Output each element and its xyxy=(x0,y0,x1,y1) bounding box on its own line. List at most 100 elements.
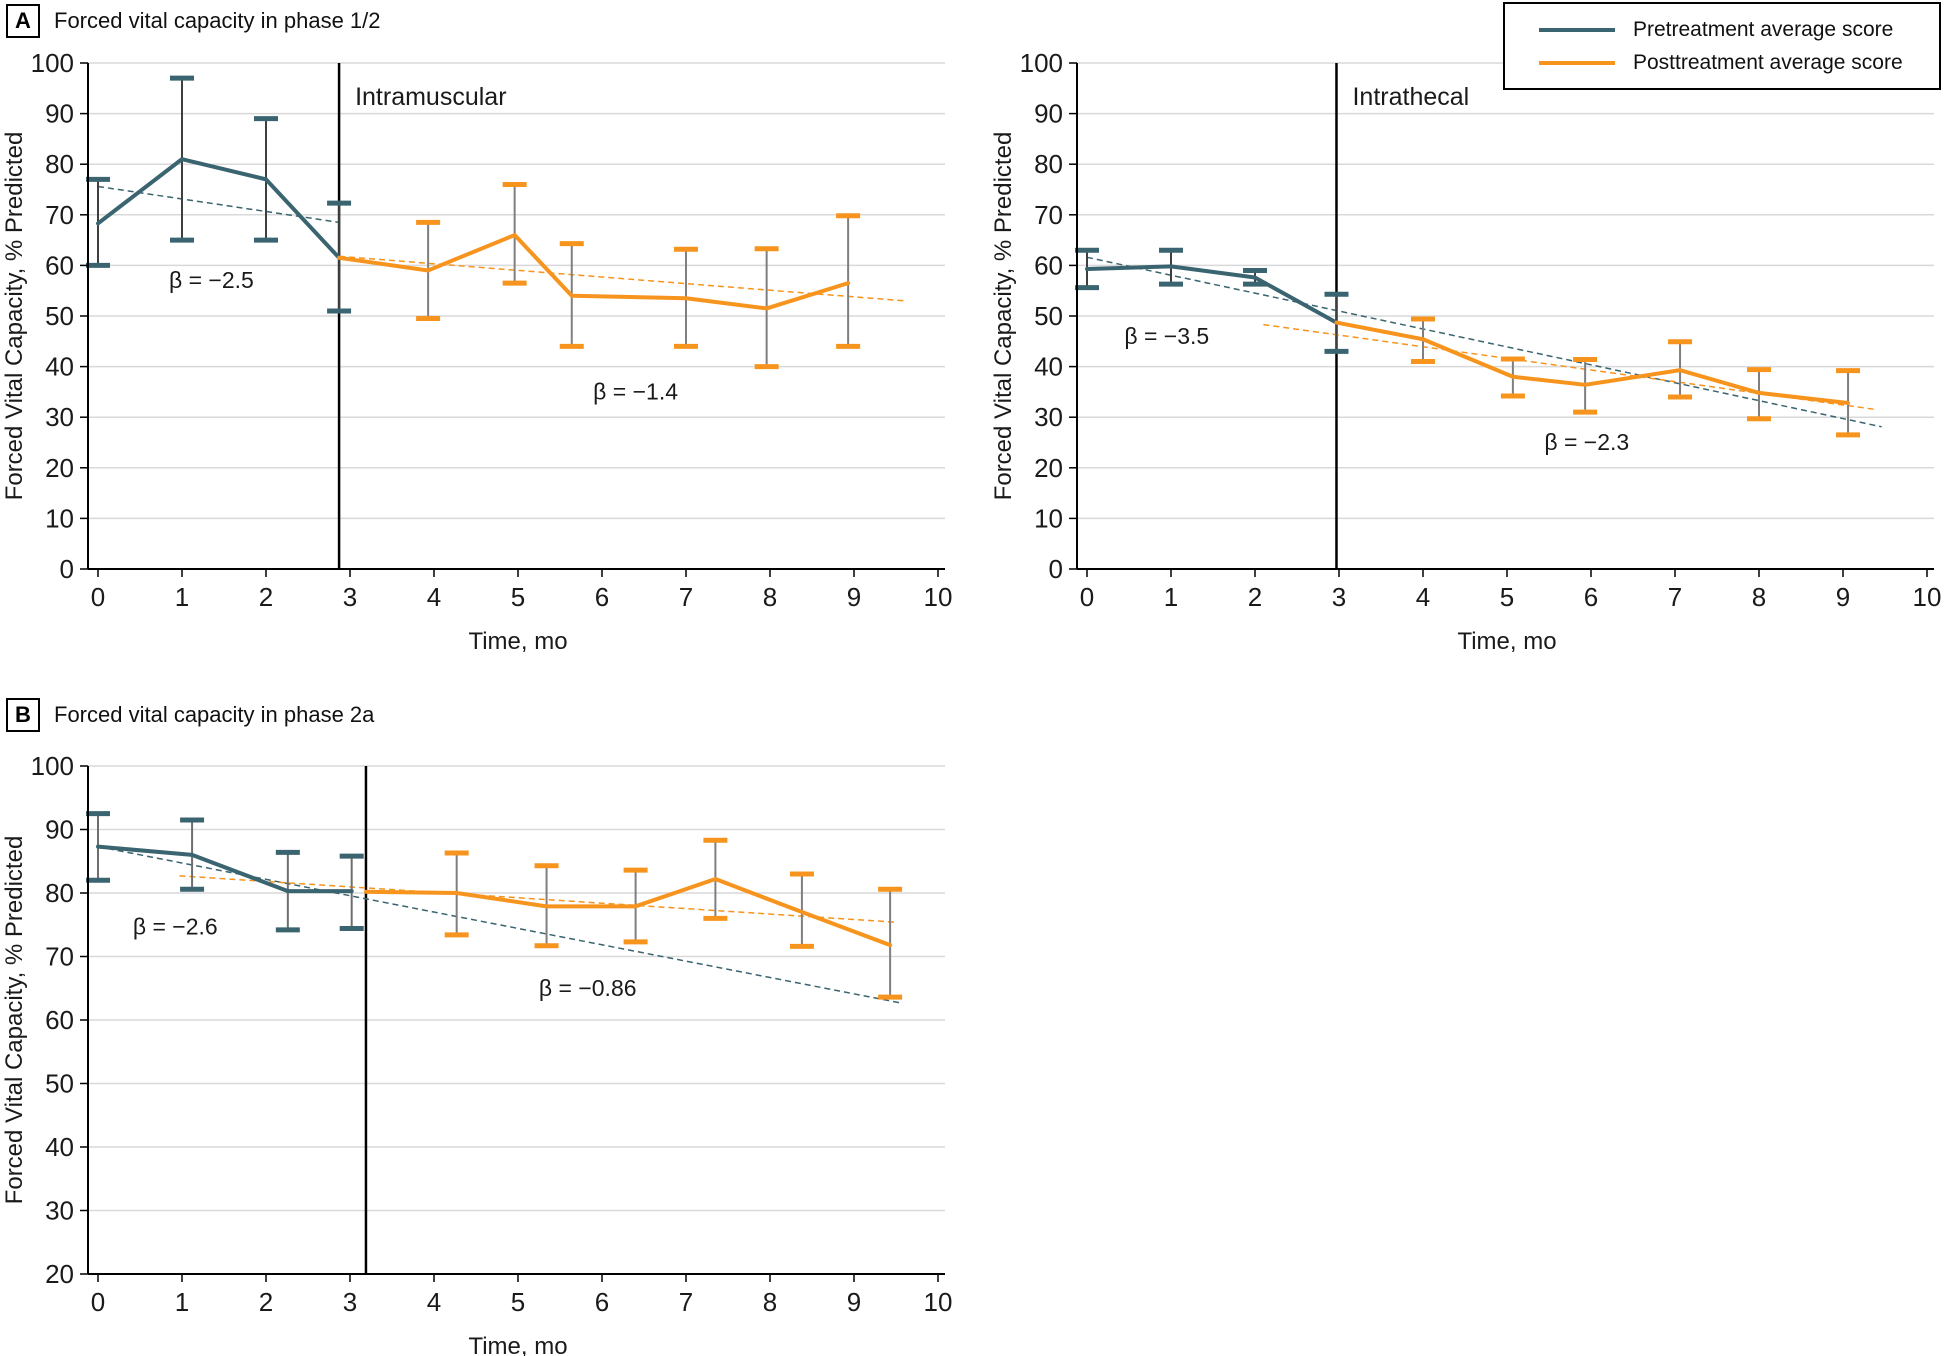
x-tick-label: 2 xyxy=(259,1287,273,1317)
x-axis-title: Time, mo xyxy=(1457,628,1556,655)
series-line-pretreatment xyxy=(96,157,342,260)
x-tick-label: 9 xyxy=(847,582,861,612)
y-tick-label: 90 xyxy=(45,815,74,845)
y-tick-label: 30 xyxy=(45,1196,74,1226)
x-tick-label: 0 xyxy=(91,1287,105,1317)
series-line-posttreatment xyxy=(1334,320,1851,406)
y-tick-label: 0 xyxy=(60,554,74,584)
x-tick-label: 3 xyxy=(1332,582,1346,612)
y-tick-label: 60 xyxy=(1034,250,1063,280)
beta-annotation: β = −0.86 xyxy=(539,975,637,1001)
x-tick-label: 5 xyxy=(1500,582,1514,612)
x-axis-title: Time, mo xyxy=(468,628,567,655)
x-tick-label: 1 xyxy=(1164,582,1178,612)
y-tick-label: 20 xyxy=(45,453,74,483)
x-tick-label: 4 xyxy=(427,582,441,612)
posttreatment-line-swatch xyxy=(1539,60,1615,65)
y-tick-label: 100 xyxy=(1020,48,1063,78)
y-tick-label: 10 xyxy=(1034,503,1063,533)
x-tick-label: 0 xyxy=(1080,582,1094,612)
x-tick-label: 3 xyxy=(343,1287,357,1317)
legend-label: Posttreatment average score xyxy=(1633,50,1903,74)
y-tick-label: 0 xyxy=(1049,554,1063,584)
y-tick-label: 50 xyxy=(45,301,74,331)
y-tick-label: 50 xyxy=(1034,301,1063,331)
x-tick-label: 9 xyxy=(1836,582,1850,612)
treatment-region-label: Intramuscular xyxy=(355,83,506,111)
x-tick-label: 1 xyxy=(175,1287,189,1317)
y-tick-label: 70 xyxy=(45,200,74,230)
beta-annotation: β = −2.3 xyxy=(1544,429,1629,455)
y-tick-label: 10 xyxy=(45,503,74,533)
x-tick-label: 6 xyxy=(595,1287,609,1317)
x-tick-label: 2 xyxy=(259,582,273,612)
chart-intrathecal: 0 10 20 30 40 50 60 70 80 90 100 0 1 2 3 4 5 6 7 8 9 10 Time, … xyxy=(990,48,1941,655)
x-tick-label: 8 xyxy=(1752,582,1766,612)
y-tick-label: 80 xyxy=(45,149,74,179)
x-tick-label: 9 xyxy=(847,1287,861,1317)
x-axis-title: Time, mo xyxy=(468,1333,567,1356)
series-line-posttreatment xyxy=(363,877,893,948)
y-tick-label: 50 xyxy=(45,1069,74,1099)
y-tick-label: 30 xyxy=(45,402,74,432)
panel-a-tag: A xyxy=(6,4,40,38)
y-axis-title: Forced Vital Capacity, % Predicted xyxy=(1,836,28,1205)
chart-intramuscular: 0 10 20 30 40 50 60 70 80 90 100 0 1 2 3 4 5 6 7 8 9 10 Time, … xyxy=(1,48,952,655)
beta-annotation: β = −1.4 xyxy=(593,378,678,404)
y-axis-title: Forced Vital Capacity, % Predicted xyxy=(990,132,1017,501)
x-tick-label: 10 xyxy=(924,582,953,612)
trend-line-pretreatment xyxy=(97,845,901,1004)
x-tick-label: 4 xyxy=(427,1287,441,1317)
x-tick-label: 10 xyxy=(924,1287,953,1317)
legend-label: Pretreatment average score xyxy=(1633,17,1894,41)
panel-a-title: Forced vital capacity in phase 1/2 xyxy=(54,8,381,33)
x-tick-label: 2 xyxy=(1248,582,1262,612)
panel-a-header: A Forced vital capacity in phase 1/2 xyxy=(6,4,381,38)
y-tick-label: 40 xyxy=(45,1132,74,1162)
x-tick-label: 5 xyxy=(511,1287,525,1317)
x-tick-label: 1 xyxy=(175,582,189,612)
x-tick-label: 7 xyxy=(679,582,693,612)
legend-item-posttreatment: Posttreatment average score xyxy=(1539,51,1939,75)
y-tick-label: 80 xyxy=(1034,149,1063,179)
beta-annotation: β = −3.5 xyxy=(1124,323,1209,349)
y-tick-label: 90 xyxy=(1034,99,1063,129)
pretreatment-line-swatch xyxy=(1539,27,1615,32)
y-tick-label: 100 xyxy=(31,751,74,781)
y-tick-label: 20 xyxy=(1034,453,1063,483)
y-tick-label: 40 xyxy=(1034,352,1063,382)
panel-b-title: Forced vital capacity in phase 2a xyxy=(54,702,375,727)
legend-item-pretreatment: Pretreatment average score xyxy=(1539,18,1939,42)
y-tick-label: 20 xyxy=(45,1259,74,1289)
x-tick-label: 6 xyxy=(595,582,609,612)
y-tick-label: 100 xyxy=(31,48,74,78)
x-tick-label: 7 xyxy=(1668,582,1682,612)
y-tick-label: 40 xyxy=(45,352,74,382)
x-tick-label: 8 xyxy=(763,582,777,612)
y-tick-label: 90 xyxy=(45,99,74,129)
x-tick-label: 6 xyxy=(1584,582,1598,612)
panel-b-tag: B xyxy=(6,698,40,732)
y-tick-label: 30 xyxy=(1034,402,1063,432)
x-tick-label: 4 xyxy=(1416,582,1430,612)
x-tick-label: 7 xyxy=(679,1287,693,1317)
y-tick-label: 70 xyxy=(45,942,74,972)
series-line-posttreatment xyxy=(337,233,851,311)
x-tick-label: 10 xyxy=(1913,582,1942,612)
x-tick-label: 8 xyxy=(763,1287,777,1317)
x-tick-label: 5 xyxy=(511,582,525,612)
y-tick-label: 60 xyxy=(45,1005,74,1035)
beta-annotation: β = −2.6 xyxy=(133,913,218,939)
x-tick-label: 0 xyxy=(91,582,105,612)
beta-annotation: β = −2.5 xyxy=(169,267,254,293)
trend-line-posttreatment xyxy=(339,255,905,302)
treatment-region-label: Intrathecal xyxy=(1352,83,1469,111)
y-tick-label: 60 xyxy=(45,250,74,280)
legend: Pretreatment average score Posttreatment… xyxy=(1503,2,1941,90)
series-line-pretreatment xyxy=(1085,264,1339,325)
x-tick-label: 3 xyxy=(343,582,357,612)
y-tick-label: 70 xyxy=(1034,200,1063,230)
chart-phase-2a: 20 30 40 50 60 70 80 90 100 0 1 2 3 4 5 6 7 8 9 10 Time, mo F… xyxy=(1,751,952,1356)
